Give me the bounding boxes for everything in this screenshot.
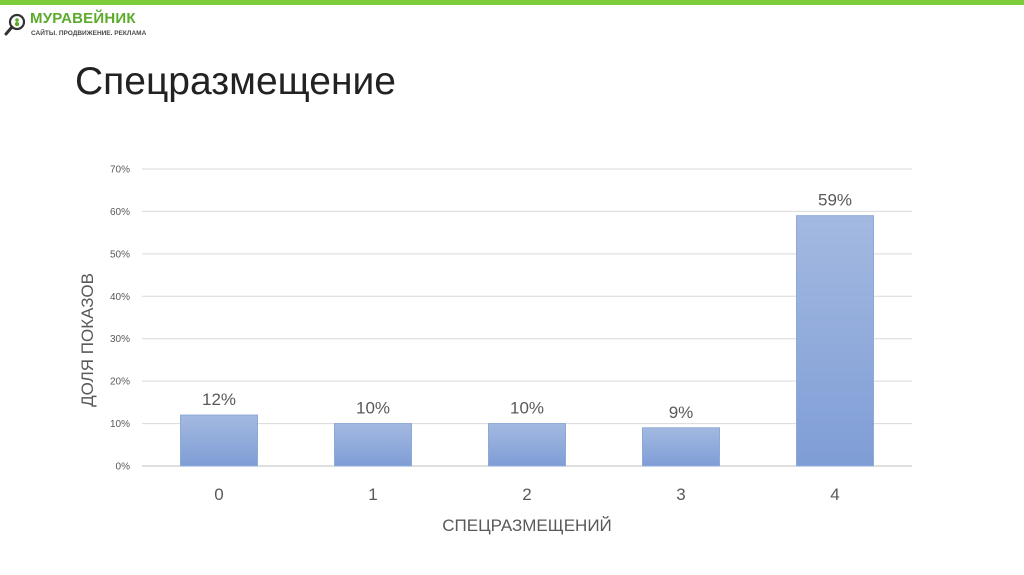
brand-logo: МУРАВЕЙНИК САЙТЫ. ПРОДВИЖЕНИЕ. РЕКЛАМА [4,10,164,40]
bar [488,423,566,467]
bar [642,427,720,467]
data-label: 9% [669,403,694,422]
data-label: 10% [510,399,544,418]
x-axis-title: СПЕЦРАЗМЕЩЕНИЙ [442,516,612,535]
y-tick-label: 0% [116,462,131,473]
y-tick-label: 30% [110,334,130,345]
top-accent-bar [0,0,1024,5]
logo-tagline: САЙТЫ. ПРОДВИЖЕНИЕ. РЕКЛАМА [31,30,147,37]
data-label: 10% [356,399,390,418]
y-tick-label: 70% [110,165,130,176]
logo-name: МУРАВЕЙНИК [30,10,136,27]
y-axis-title: ДОЛЯ ПОКАЗОВ [78,273,97,407]
data-label: 12% [202,390,236,409]
y-tick-label: 20% [110,377,130,388]
magnifier-ant-icon [4,13,26,36]
slide-title: Спецразмещение [75,60,396,103]
y-tick-label: 10% [110,419,130,430]
x-category-label: 3 [676,485,685,504]
y-tick-label: 60% [110,207,130,218]
y-tick-label: 50% [110,249,130,260]
y-tick-label: 40% [110,292,130,303]
x-category-label: 0 [214,485,223,504]
data-label: 59% [818,191,852,210]
bar [796,215,874,467]
bar [334,423,412,467]
x-category-label: 1 [368,485,377,504]
bar [180,414,258,467]
x-category-label: 4 [830,485,839,504]
x-category-label: 2 [522,485,531,504]
